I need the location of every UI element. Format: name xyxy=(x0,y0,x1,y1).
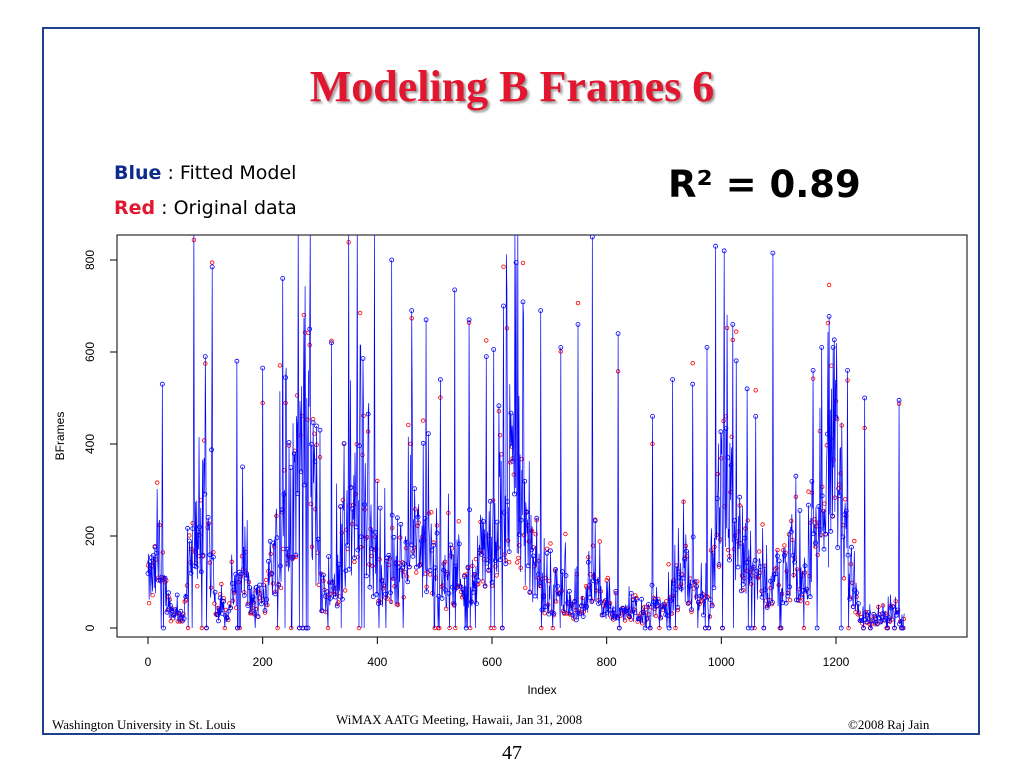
page-number: 47 xyxy=(502,742,522,764)
y-tick-label: 400 xyxy=(83,434,97,454)
slide-frame xyxy=(42,27,980,735)
y-tick-label: 0 xyxy=(83,624,97,631)
footer-left: Washington University in St. Louis xyxy=(52,717,236,732)
y-tick-label: 800 xyxy=(83,250,97,270)
slide-title: Modeling B Frames 6 xyxy=(309,62,715,111)
x-tick-label: 400 xyxy=(367,655,387,669)
y-tick-label: 600 xyxy=(83,342,97,362)
footer-center: WiMAX AATG Meeting, Hawaii, Jan 31, 2008 xyxy=(336,712,583,727)
plot-box xyxy=(116,234,968,638)
y-tick-label: 200 xyxy=(83,526,97,546)
x-tick-label: 600 xyxy=(482,655,502,669)
x-tick-label: 1200 xyxy=(823,655,850,669)
series-group xyxy=(145,235,906,631)
x-tick-label: 200 xyxy=(253,655,273,669)
legend-blue-text: : Fitted Model xyxy=(161,162,297,184)
legend-red-text: : Original data xyxy=(155,197,297,219)
legend-blue-key: Blue xyxy=(114,162,162,184)
legend-blue: Blue : Fitted Model xyxy=(114,162,296,184)
x-tick-label: 800 xyxy=(597,655,617,669)
x-tick-label: 0 xyxy=(145,655,152,669)
x-axis-label: Index xyxy=(527,683,556,697)
legend-red-key: Red xyxy=(114,197,156,219)
footer-right: ©2008 Raj Jain xyxy=(848,717,930,732)
legend-red: Red : Original data xyxy=(114,197,297,219)
fitted-model-line xyxy=(147,235,905,629)
y-axis-label: BFrames xyxy=(53,412,67,461)
x-tick-label: 1000 xyxy=(708,655,735,669)
r-squared-value: R² = 0.89 xyxy=(668,163,861,206)
fitted-model-markers xyxy=(145,235,906,631)
